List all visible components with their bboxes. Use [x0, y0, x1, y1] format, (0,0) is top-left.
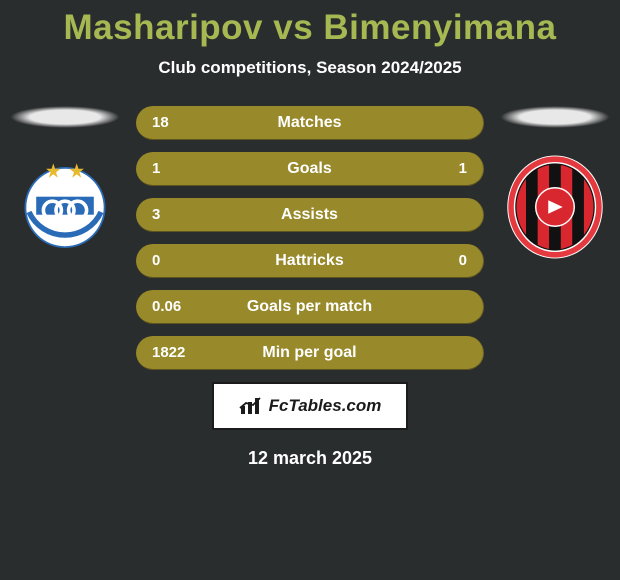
stat-row-assists: 3 Assists — [136, 198, 484, 232]
stat-row-min-per-goal: 1822 Min per goal — [136, 336, 484, 370]
stat-label: Hattricks — [204, 252, 415, 270]
stat-label: Min per goal — [204, 344, 415, 362]
subtitle: Club competitions, Season 2024/2025 — [0, 58, 620, 78]
stat-label: Assists — [204, 206, 415, 224]
stat-left-value: 0 — [152, 252, 204, 269]
stat-row-hattricks: 0 Hattricks 0 — [136, 244, 484, 278]
stat-right-value: 1 — [415, 160, 467, 177]
stat-label: Goals per match — [204, 298, 415, 316]
stat-label: Matches — [204, 114, 415, 132]
crest-shadow-right — [500, 106, 610, 128]
chart-icon — [239, 396, 261, 416]
page-title: Masharipov vs Bimenyimana — [0, 8, 620, 48]
comparison-card: Masharipov vs Bimenyimana Club competiti… — [0, 0, 620, 469]
stat-right-value: 0 — [415, 252, 467, 269]
left-crest-column — [10, 106, 120, 248]
stat-row-goals: 1 Goals 1 — [136, 152, 484, 186]
stat-left-value: 18 — [152, 114, 204, 131]
stat-row-goals-per-match: 0.06 Goals per match — [136, 290, 484, 324]
stat-label: Goals — [204, 160, 415, 178]
crest-shadow-left — [10, 106, 120, 128]
stat-left-value: 0.06 — [152, 298, 204, 315]
watermark-text: FcTables.com — [269, 396, 382, 416]
left-club-crest — [20, 158, 110, 248]
stat-row-matches: 18 Matches — [136, 106, 484, 140]
right-club-crest — [505, 154, 605, 260]
watermark-badge: FcTables.com — [212, 382, 408, 430]
stats-column: 18 Matches 1 Goals 1 3 Assists 0 Hattric… — [136, 106, 484, 370]
stat-left-value: 1822 — [152, 344, 204, 361]
stat-left-value: 1 — [152, 160, 204, 177]
stat-left-value: 3 — [152, 206, 204, 223]
main-row: 18 Matches 1 Goals 1 3 Assists 0 Hattric… — [0, 106, 620, 370]
right-crest-column — [500, 106, 610, 260]
date-text: 12 march 2025 — [0, 448, 620, 469]
